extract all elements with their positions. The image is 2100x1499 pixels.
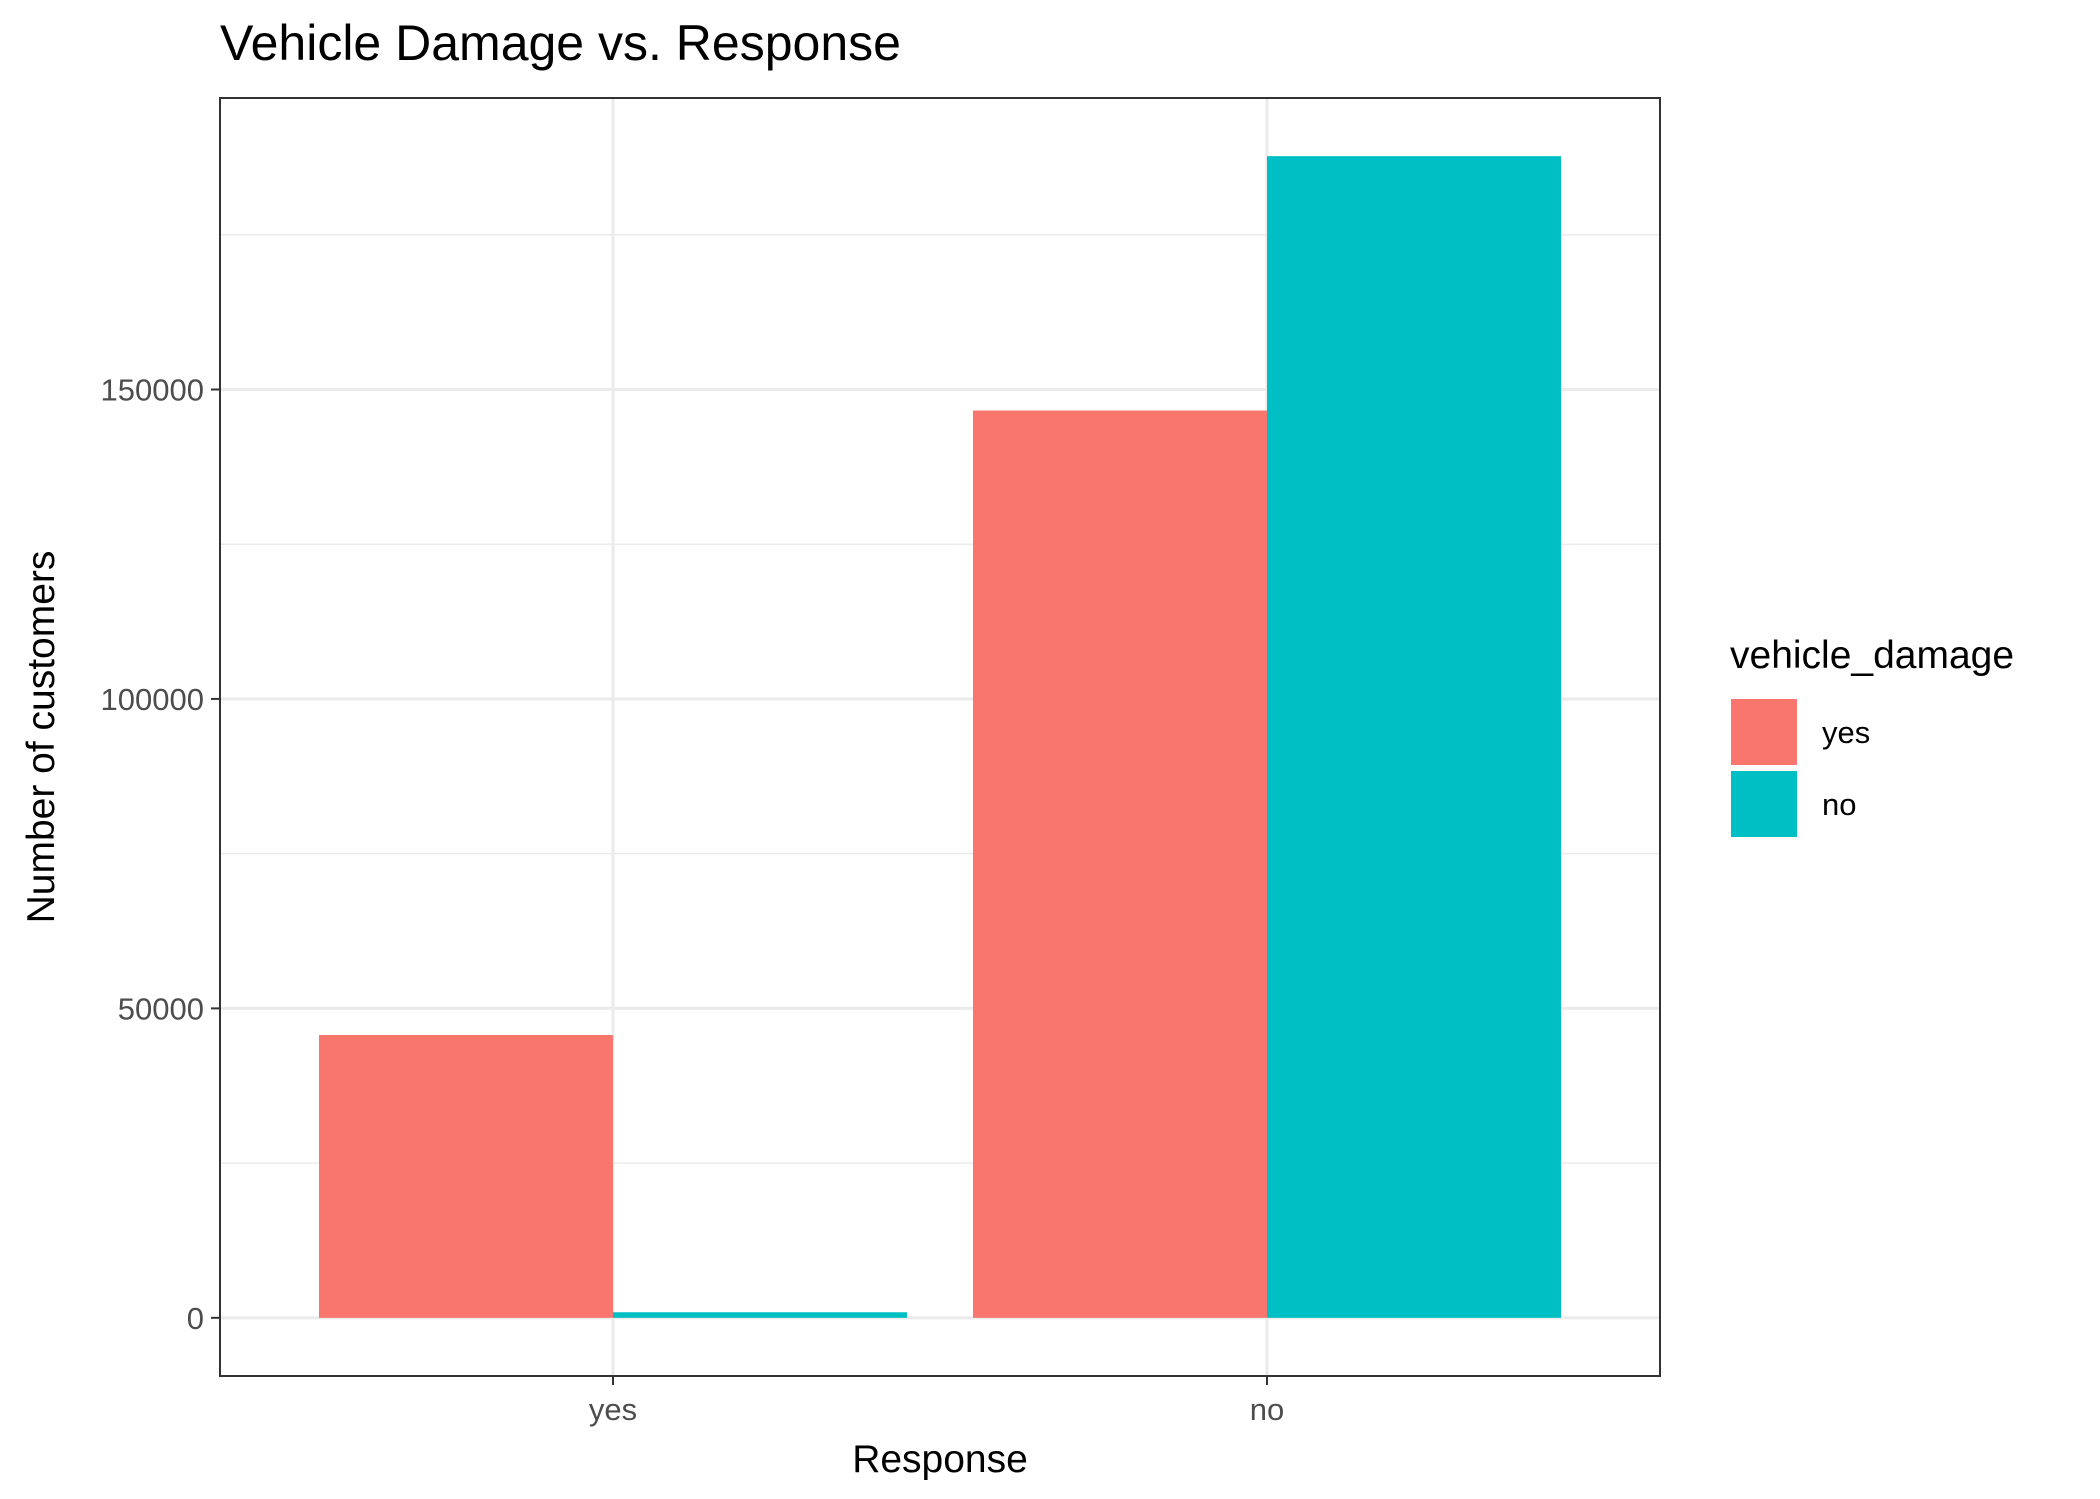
y-axis-title: Number of customers	[20, 551, 63, 924]
y-tick-label: 50000	[118, 991, 204, 1026]
legend-key-yes	[1731, 699, 1797, 765]
x-tick-label: yes	[589, 1392, 637, 1427]
bar-yes-yes	[319, 1034, 613, 1318]
legend-label-no: no	[1822, 787, 1856, 822]
legend-label-yes: yes	[1822, 715, 1870, 750]
panel-border	[219, 97, 1661, 1377]
bar-yes-no	[613, 1312, 907, 1318]
x-axis: yes no	[589, 1376, 1284, 1427]
x-tick-label: no	[1250, 1392, 1284, 1427]
bar-no-no	[1267, 156, 1561, 1318]
chart-title: Vehicle Damage vs. Response	[220, 15, 901, 71]
y-tick-label: 150000	[101, 372, 204, 407]
legend-title: vehicle_damage	[1730, 634, 2014, 677]
x-axis-title: Response	[852, 1438, 1028, 1481]
legend-key-no	[1731, 771, 1797, 837]
legend: vehicle_damage yes no	[1730, 634, 2014, 837]
bar-no-yes	[973, 410, 1267, 1318]
y-tick-label: 100000	[101, 682, 204, 717]
bars	[319, 156, 1561, 1318]
y-tick-label: 0	[187, 1301, 204, 1336]
y-axis: 0 50000 100000 150000	[101, 372, 220, 1336]
